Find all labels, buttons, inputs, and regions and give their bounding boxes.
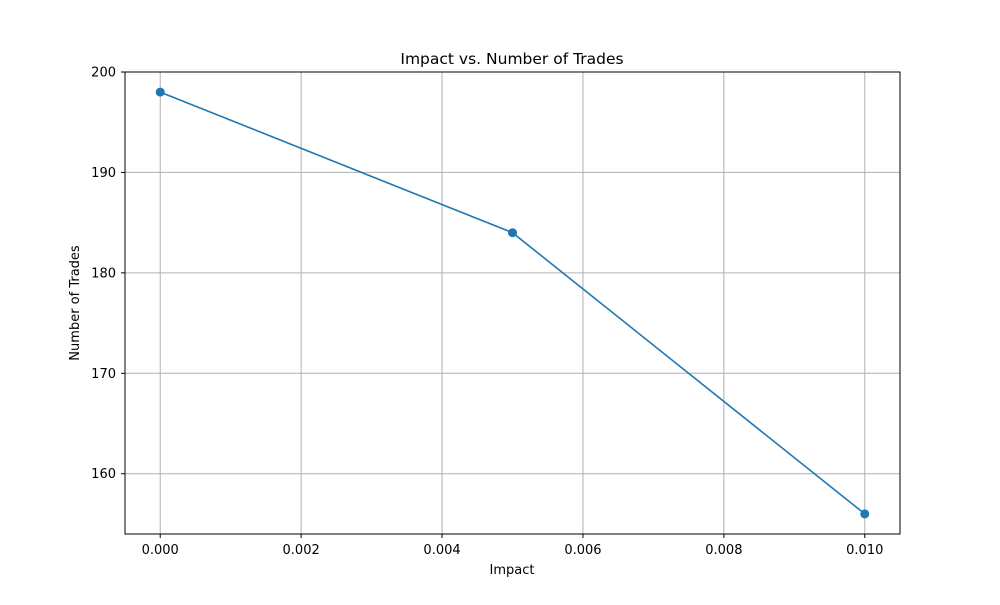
x-tick-label: 0.010 bbox=[846, 543, 883, 558]
data-point bbox=[155, 87, 165, 97]
y-tick-label: 200 bbox=[91, 66, 116, 81]
x-tick-label: 0.004 bbox=[423, 543, 460, 558]
y-axis: 160 170 180 190 200 bbox=[91, 66, 125, 482]
x-axis-label: Impact bbox=[490, 563, 535, 578]
x-axis: 0.000 0.002 0.004 0.006 0.008 0.010 bbox=[142, 534, 883, 558]
chart-title: Impact vs. Number of Trades bbox=[400, 50, 623, 68]
y-axis-label: Number of Trades bbox=[68, 245, 83, 361]
x-tick-label: 0.002 bbox=[283, 543, 320, 558]
plot-frame bbox=[124, 71, 901, 535]
x-tick-label: 0.008 bbox=[705, 543, 742, 558]
x-tick-label: 0.006 bbox=[564, 543, 601, 558]
y-tick-label: 190 bbox=[91, 166, 116, 181]
series-line bbox=[159, 91, 866, 515]
y-tick-label: 160 bbox=[91, 467, 116, 482]
y-tick-label: 180 bbox=[91, 266, 116, 281]
data-point bbox=[860, 509, 870, 519]
data-point bbox=[508, 228, 517, 238]
series-group bbox=[155, 87, 870, 519]
y-tick-label: 170 bbox=[91, 367, 116, 382]
grid bbox=[125, 71, 900, 534]
x-tick-label: 0.000 bbox=[142, 543, 179, 558]
